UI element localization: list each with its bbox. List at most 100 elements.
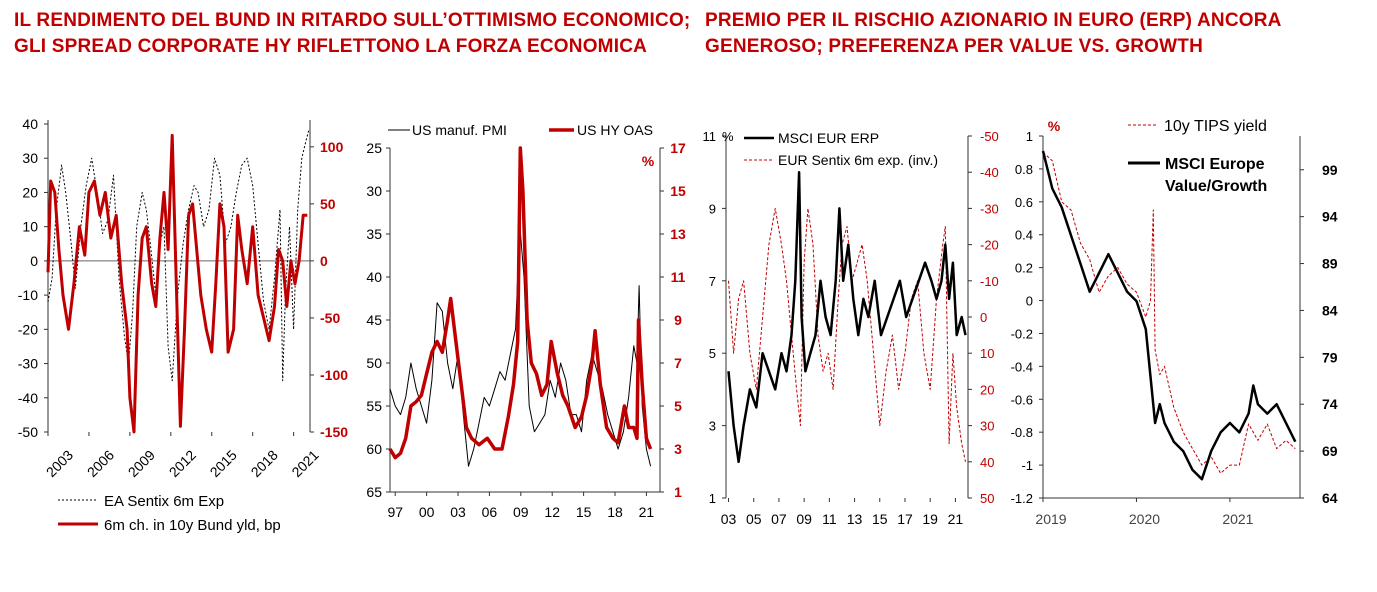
chart4-legend-label-valuegrowth-line1: MSCI Europe <box>1165 156 1265 173</box>
chart3-right-tick-label: 50 <box>980 491 994 506</box>
chart2-right-tick-label: 15 <box>670 183 686 199</box>
chart1-left-tick-label: -40 <box>18 390 38 406</box>
chart3-left-tick-label: 9 <box>709 201 716 216</box>
chart4-left-tick-label: 0.2 <box>1015 261 1033 276</box>
chart2-left-tick-label: 40 <box>366 269 382 285</box>
chart2-left-tick-label: 25 <box>366 140 382 156</box>
chart2-left-tick-label: 60 <box>366 441 382 457</box>
chart4-legend-label-tips: 10y TIPS yield <box>1164 118 1267 135</box>
chart3-x-tick-label: 13 <box>847 511 863 527</box>
chart4-left-tick-label: 0.4 <box>1015 228 1033 243</box>
chart3-series-sentix <box>728 207 966 462</box>
chart1-right-tick-label: -100 <box>320 367 348 383</box>
chart2-x-tick-label: 03 <box>450 504 466 520</box>
chart4-right-tick-label: 64 <box>1322 490 1338 506</box>
chart4-left-tick-label: 0.8 <box>1015 162 1033 177</box>
chart4-left-unit: % <box>1048 118 1061 134</box>
chart4-right-tick-label: 79 <box>1322 349 1338 365</box>
chart2-left-tick-label: 35 <box>366 226 382 242</box>
chart2-x-tick-label: 97 <box>387 504 403 520</box>
chart4-series-valuegrowth <box>1041 150 1297 481</box>
chart1-series-bund <box>46 133 308 434</box>
chart2-right-tick-label: 17 <box>670 140 686 156</box>
chart4-right-tick-label: 94 <box>1322 209 1338 225</box>
chart1-legend-label-bund: 6m ch. in 10y Bund yld, bp <box>104 517 281 534</box>
chart1-left-tick-label: -30 <box>18 356 38 372</box>
headline-left: IL RENDIMENTO DEL BUND IN RITARDO SULL’O… <box>14 10 691 57</box>
chart1-legend-label-sentix: EA Sentix 6m Exp <box>104 493 224 510</box>
chart1-left-tick-label: 10 <box>22 219 38 235</box>
chart3-x-tick-label: 11 <box>822 511 837 527</box>
chart2-right-unit: % <box>642 153 655 169</box>
chart2-x-tick-label: 12 <box>544 504 560 520</box>
chart2-right-tick-label: 13 <box>670 226 686 242</box>
chart3-legend-label-erp: MSCI EUR ERP <box>778 130 879 146</box>
chart3-right-tick-label: 20 <box>980 382 994 397</box>
chart1-x-tick-label: 2012 <box>166 447 199 480</box>
chart4-left-tick-label: 0.6 <box>1015 195 1033 210</box>
chart3-right-tick-label: 10 <box>980 346 994 361</box>
chart4-right-tick-label: 74 <box>1322 396 1338 412</box>
chart1-series-sentix <box>47 130 310 382</box>
chart3-right-tick-label: -20 <box>980 238 999 253</box>
chart3-left-tick-label: 5 <box>709 346 716 361</box>
chart3-series-erp <box>727 170 967 464</box>
chart1-right-tick-label: -50 <box>320 310 340 326</box>
headline-right: PREMIO PER IL RISCHIO AZIONARIO IN EURO … <box>705 10 1281 57</box>
chart4-x-tick-label: 2020 <box>1129 511 1160 527</box>
chart1-left-tick-label: 0 <box>30 253 38 269</box>
chart4-x-tick-label: 2021 <box>1222 511 1253 527</box>
chart1-x-tick-label: 2021 <box>288 447 321 480</box>
chart3-right-tick-label: 40 <box>980 455 994 470</box>
chart4-left-tick-label: -1.2 <box>1011 491 1033 506</box>
chart2-right-tick-label: 3 <box>674 441 682 457</box>
chart3-x-tick-label: 17 <box>897 511 913 527</box>
chart4-x-tick-label: 2019 <box>1035 511 1066 527</box>
chart3-right-tick-label: -30 <box>980 201 999 216</box>
chart1-x-tick-label: 2006 <box>84 447 117 480</box>
chart4-left-tick-label: -0.2 <box>1011 326 1033 341</box>
chart3-x-tick-label: 07 <box>771 511 787 527</box>
chart2-right-tick-label: 9 <box>674 312 682 328</box>
chart4-left-tick-label: -0.4 <box>1011 359 1033 374</box>
chart2-right-tick-label: 5 <box>674 398 682 414</box>
chart3-right-tick-label: 0 <box>980 310 987 325</box>
chart2-left-tick-label: 30 <box>366 183 382 199</box>
chart3-left-tick-label: 1 <box>709 491 716 506</box>
chart4-left-tick-label: -1 <box>1021 458 1033 473</box>
chart1-x-tick-label: 2009 <box>125 447 158 480</box>
chart3-right-tick-label: -40 <box>980 165 999 180</box>
chart4-left-tick-label: 0 <box>1026 294 1033 309</box>
chart4-left-tick-label: 1 <box>1026 129 1033 144</box>
chart4-left-tick-label: -0.8 <box>1011 425 1033 440</box>
chart2-legend-label-hyoas: US HY OAS <box>577 122 653 138</box>
chart3-x-tick-label: 03 <box>721 511 737 527</box>
chart2-x-tick-label: 21 <box>639 504 655 520</box>
chart1-right-tick-label: -150 <box>320 424 348 440</box>
chart2-left-tick-label: 50 <box>366 355 382 371</box>
chart4-right-tick-label: 99 <box>1322 162 1338 178</box>
chart3-left-tick-label: 7 <box>709 274 716 289</box>
chart4-left-tick-label: -0.6 <box>1011 392 1033 407</box>
chart3-legend-label-sentix: EUR Sentix 6m exp. (inv.) <box>778 152 938 168</box>
chart4-right-tick-label: 84 <box>1322 302 1338 318</box>
chart1-left-tick-label: -10 <box>18 287 38 303</box>
chart1-right-tick-label: 50 <box>320 196 336 212</box>
chart4-right-tick-label: 69 <box>1322 443 1338 459</box>
chart1-left-tick-label: -20 <box>18 321 38 337</box>
chart2-x-tick-label: 00 <box>419 504 435 520</box>
chart2-legend-label-pmi: US manuf. PMI <box>412 122 507 138</box>
chart3-left-tick-label: 3 <box>709 419 716 434</box>
chart2-left-tick-label: 45 <box>366 312 382 328</box>
chart1-right-tick-label: 100 <box>320 139 344 155</box>
chart3-right-tick-label: -10 <box>980 274 999 289</box>
chart3-right-tick-label: 30 <box>980 419 994 434</box>
chart3-x-tick-label: 19 <box>922 511 938 527</box>
chart1-right-tick-label: 0 <box>320 253 328 269</box>
chart1-x-tick-label: 2003 <box>43 447 76 480</box>
chart4-legend-label-valuegrowth-line2: Value/Growth <box>1165 178 1267 195</box>
chart2-x-tick-label: 06 <box>482 504 498 520</box>
chart1-left-tick-label: 30 <box>22 150 38 166</box>
chart2-right-tick-label: 1 <box>674 484 682 500</box>
